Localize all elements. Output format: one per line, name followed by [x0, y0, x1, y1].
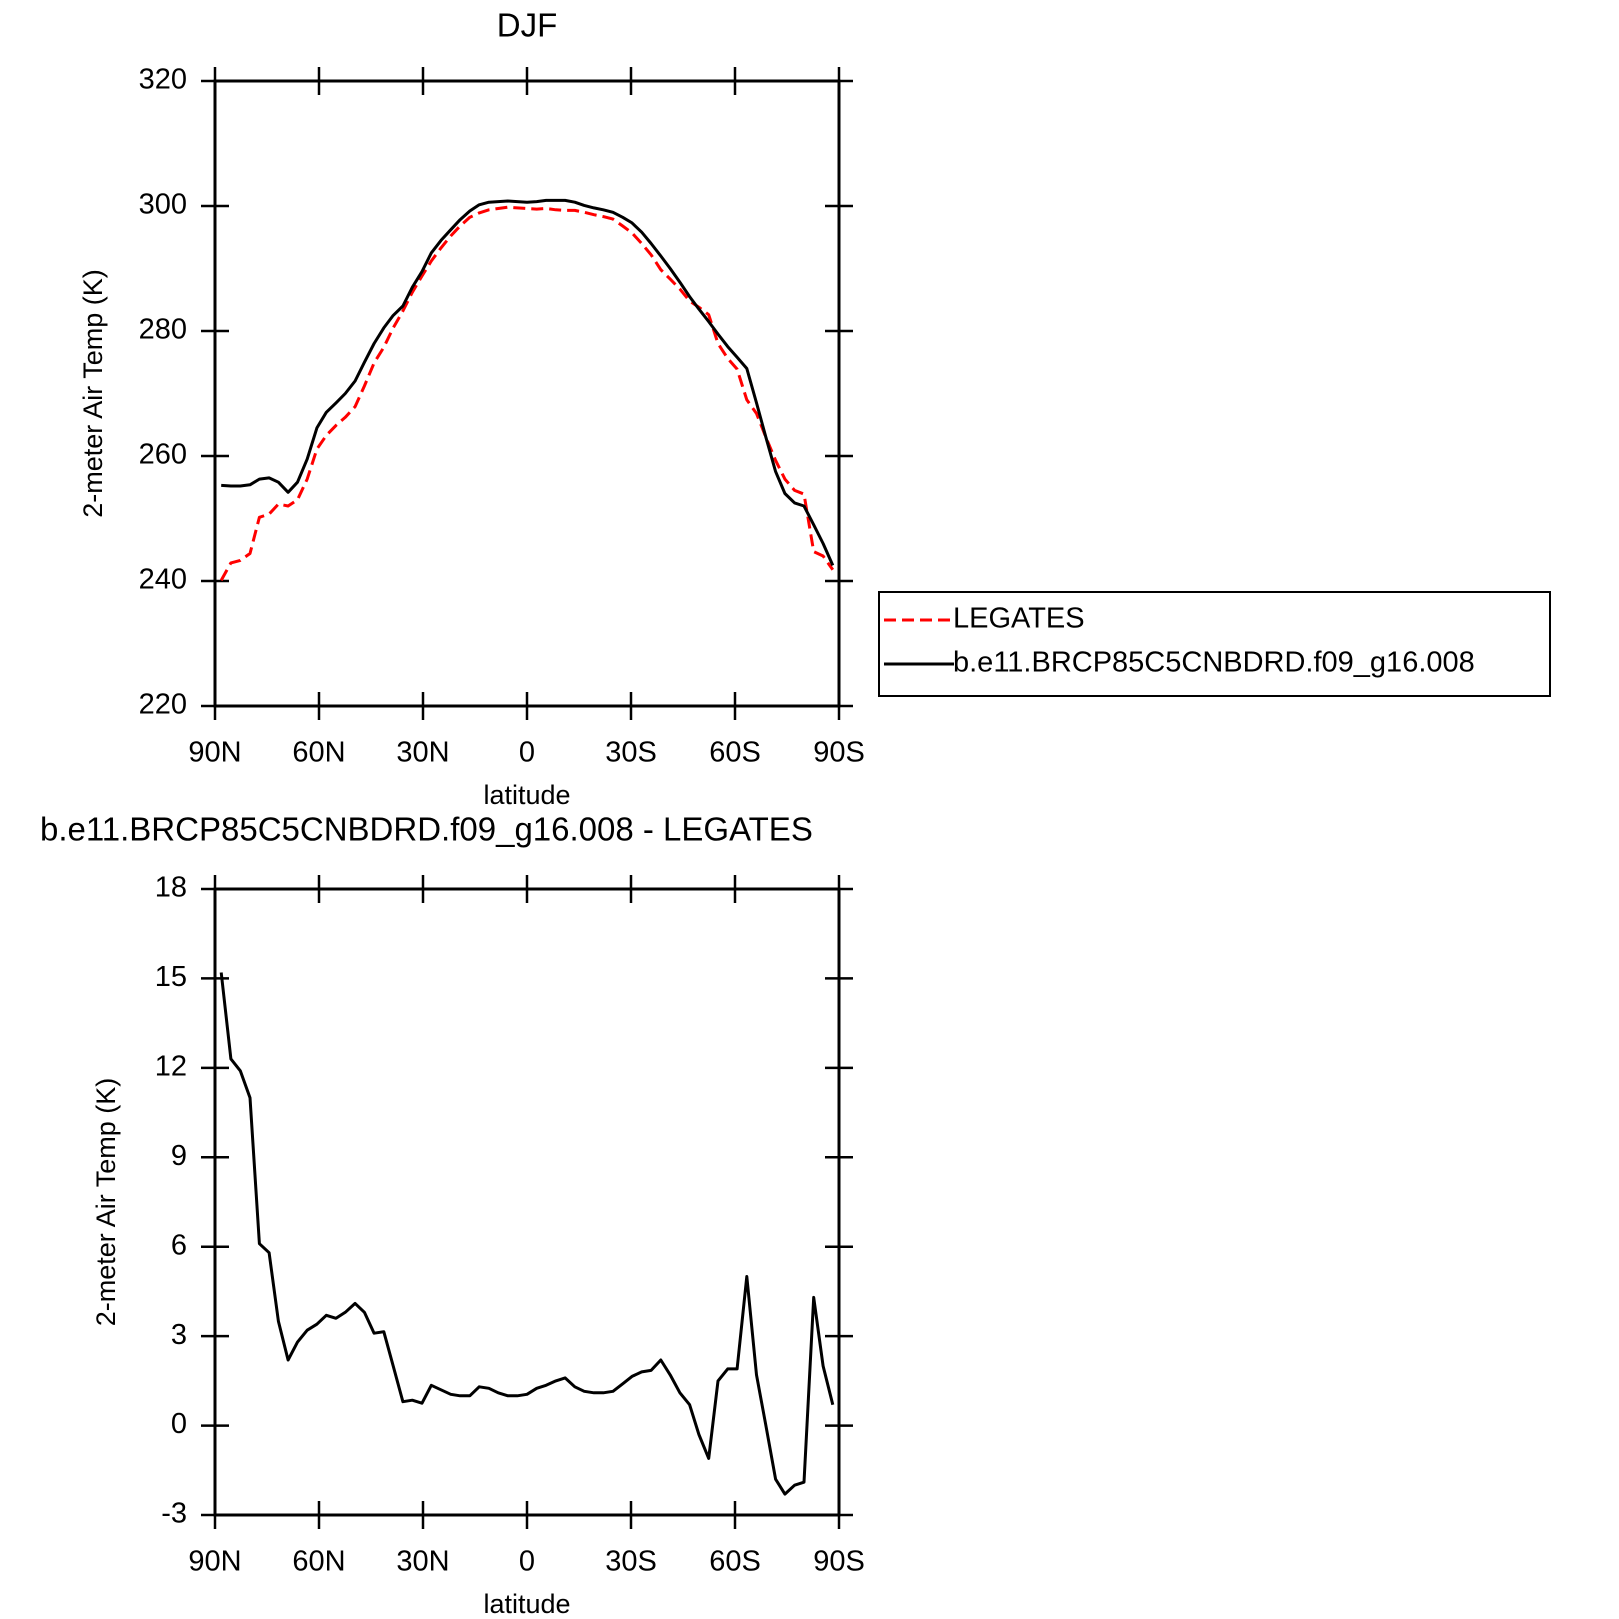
x-tick-label: 30N [396, 737, 449, 769]
x-tick-label: 60N [292, 737, 345, 769]
x-tick-label: 90S [813, 737, 865, 769]
legend-label: b.e11.BRCP85C5CNBDRD.f09_g16.008 [953, 647, 1475, 679]
chart-title: b.e11.BRCP85C5CNBDRD.f09_g16.008 - LEGAT… [40, 811, 813, 848]
data-line [219, 205, 835, 582]
x-tick-label: 90N [188, 1546, 241, 1578]
x-tick-label: 90S [813, 1546, 865, 1578]
data-line [221, 198, 835, 567]
y-tick-label: 6 [171, 1229, 187, 1261]
plot-frame [213, 887, 841, 1517]
data-line [219, 972, 835, 1496]
x-tick-label: 90N [188, 737, 241, 769]
y-tick-label: 18 [155, 872, 187, 904]
y-tick-label: 15 [155, 961, 187, 993]
x-tick-label: 30N [396, 1546, 449, 1578]
y-tick-label: 240 [139, 564, 187, 596]
y-axis-label: 2-meter Air Temp (K) [78, 269, 108, 518]
y-tick-label: 9 [171, 1140, 187, 1172]
legend-box [878, 591, 1551, 697]
x-tick-label: 30S [605, 1546, 657, 1578]
y-tick-label: 320 [139, 64, 187, 96]
x-tick-label: 30S [605, 737, 657, 769]
x-tick-label: 0 [519, 737, 535, 769]
y-tick-label: 260 [139, 439, 187, 471]
y-tick-label: 12 [155, 1051, 187, 1083]
y-tick-label: 0 [171, 1408, 187, 1440]
x-axis-label: latitude [483, 780, 570, 810]
x-tick-label: 0 [519, 1546, 535, 1578]
x-tick-label: 60S [709, 1546, 761, 1578]
y-tick-label: 220 [139, 689, 187, 721]
y-axis-label: 2-meter Air Temp (K) [91, 1078, 121, 1327]
y-tick-label: -3 [161, 1498, 187, 1530]
y-tick-label: 280 [139, 314, 187, 346]
y-tick-label: 3 [171, 1319, 187, 1351]
x-tick-label: 60S [709, 737, 761, 769]
x-tick-label: 60N [292, 1546, 345, 1578]
x-axis-label: latitude [483, 1589, 570, 1619]
legend-label: LEGATES [953, 603, 1085, 635]
chart-title: DJF [497, 7, 558, 44]
y-tick-label: 300 [139, 189, 187, 221]
